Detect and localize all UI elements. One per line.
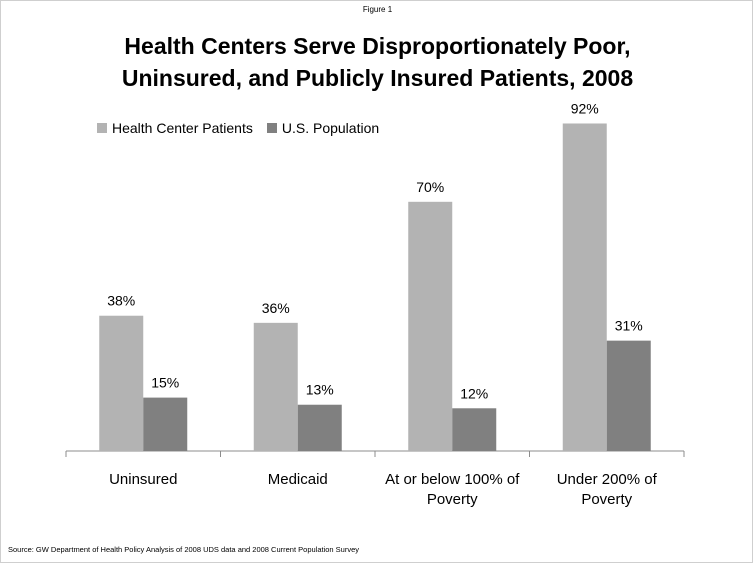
data-label-health-center-patients-3: 92% [571, 100, 599, 116]
bar-health-center-patients-2 [408, 201, 453, 451]
chart-title: Health Centers Serve Disproportionately … [121, 33, 634, 91]
category-label-at-or-below-100-poverty: At or below 100% of Poverty [385, 471, 520, 508]
figure-label: Figure 1 [362, 5, 393, 14]
legend-label-health-center-patients: Health Center Patients [112, 120, 253, 136]
bar-us-population-0 [143, 397, 188, 451]
legend-swatch-us-population [266, 123, 277, 133]
data-label-us-population-0: 15% [151, 375, 179, 391]
category-label-uninsured: Uninsured [109, 471, 178, 488]
data-label-us-population-1: 13% [306, 382, 334, 398]
data-label-us-population-2: 12% [460, 385, 488, 401]
bar-health-center-patients-3 [562, 123, 607, 451]
data-label-health-center-patients-0: 38% [107, 293, 135, 309]
category-label-medicaid: Medicaid [267, 471, 328, 488]
bar-us-population-3 [606, 340, 651, 451]
bar-health-center-patients-1 [253, 322, 298, 451]
category-label-under-200-poverty: Under 200% of Poverty [556, 471, 657, 508]
bar-us-population-2 [452, 408, 497, 451]
source-note: Source: GW Department of Health Policy A… [8, 545, 360, 554]
bar-us-population-1 [297, 404, 342, 451]
legend-swatch-health-center-patients [97, 123, 107, 133]
data-label-health-center-patients-2: 70% [416, 179, 444, 195]
legend: Health Center Patients U.S. Population [97, 120, 393, 136]
legend-item-health-center-patients: Health Center Patients [97, 120, 253, 136]
data-label-us-population-3: 31% [615, 318, 643, 334]
legend-label-us-population: U.S. Population [281, 120, 380, 136]
bar-health-center-patients-0 [99, 315, 144, 451]
data-label-health-center-patients-1: 36% [262, 300, 290, 316]
legend-item-us-population: U.S. Population [266, 120, 380, 136]
